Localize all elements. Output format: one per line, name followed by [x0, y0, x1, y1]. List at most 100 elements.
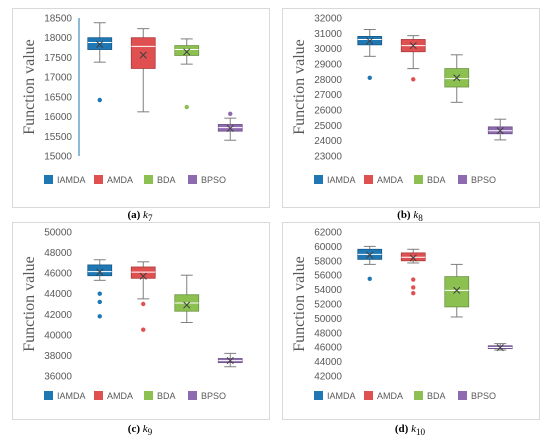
y-axis-title: Function value	[21, 256, 38, 352]
caption-d-sub: 10	[415, 427, 426, 438]
y-tick-label: 46000	[44, 269, 72, 280]
y-tick-label: 52000	[314, 300, 342, 311]
outlier-point	[411, 291, 416, 296]
box-iamda	[357, 29, 383, 81]
y-tick-label: 40000	[44, 330, 72, 341]
y-axis-ticks: 42000 44000 46000 48000 50000 52000 54000 56000…	[314, 228, 342, 383]
y-axis-title: Function value	[291, 39, 308, 135]
caption-b-var: k	[413, 209, 419, 221]
y-tick-label: 28000	[314, 75, 342, 86]
legend-swatch-bda	[144, 391, 153, 400]
caption-a-letter: (a)	[127, 209, 141, 221]
box-iqr	[444, 276, 470, 308]
y-axis-title: Function value	[291, 256, 308, 352]
caption-d: (d) k10	[310, 423, 510, 437]
box-amda	[400, 248, 426, 296]
legend-swatch-bda	[144, 175, 153, 184]
legend: IAMDA AMDA BDA BPSO	[314, 175, 496, 185]
box-amda	[130, 261, 156, 332]
legend-swatch-bpso	[458, 175, 467, 184]
caption-c-var: k	[142, 423, 148, 435]
outlier-point	[97, 291, 102, 296]
legend-swatch-bpso	[188, 175, 197, 184]
box-amda	[400, 35, 426, 82]
y-tick-label: 42000	[44, 310, 72, 321]
legend-swatch-iamda	[314, 391, 323, 400]
y-tick-label: 50000	[44, 228, 72, 239]
box-bpso	[487, 118, 513, 141]
y-tick-label: 42000	[314, 372, 342, 383]
outlier-point	[97, 299, 102, 305]
legend-swatch-iamda	[314, 175, 323, 184]
y-tick-label: 23000	[314, 152, 342, 163]
caption-c-sub: 9	[147, 427, 153, 438]
mean-marker	[96, 40, 104, 48]
chart-panel-a: 15000 15500 16000 16500 17000 17500 18000 18500…	[12, 8, 270, 208]
y-tick-label: 24000	[314, 136, 342, 147]
legend: IAMDA AMDA BDA BPSO	[44, 391, 226, 401]
caption-a-var: k	[143, 209, 148, 221]
box-iqr	[87, 264, 113, 277]
mean-marker	[366, 251, 374, 259]
chart-panel-c: 36000 38000 40000 42000 44000 46000 48000 50000…	[12, 222, 270, 420]
outlier-point	[97, 97, 102, 103]
box-iamda	[357, 245, 383, 281]
legend-label-amda: AMDA	[107, 391, 133, 401]
y-tick-label: 44000	[44, 289, 72, 300]
mean-marker	[96, 268, 104, 276]
y-tick-label: 62000	[314, 228, 342, 239]
mean-marker	[183, 48, 191, 56]
legend-label-iamda: IAMDA	[327, 175, 356, 185]
chart-panel-b: 23000 24000 25000 26000 27000 28000 29000 30000…	[282, 8, 540, 208]
legend-swatch-bda	[414, 391, 423, 400]
mean-marker	[139, 272, 147, 280]
legend-swatch-bpso	[458, 391, 467, 400]
legend-label-bpso: BPSO	[201, 175, 226, 185]
legend-label-bpso: BPSO	[201, 391, 226, 401]
legend-swatch-amda	[364, 391, 373, 400]
legend-swatch-bpso	[188, 391, 197, 400]
y-tick-label: 15500	[44, 132, 72, 143]
mean-marker	[226, 357, 234, 365]
box-plot-c: 36000 38000 40000 42000 44000 46000 48000 50000…	[12, 222, 270, 420]
y-tick-label: 18500	[44, 14, 72, 25]
y-tick-label: 32000	[314, 14, 342, 25]
box-iqr	[87, 37, 113, 50]
legend-swatch-iamda	[44, 175, 53, 184]
caption-d-letter: (d)	[394, 423, 409, 435]
outlier-point	[367, 75, 372, 81]
y-tick-label: 16500	[44, 92, 72, 103]
mean-marker	[496, 344, 504, 352]
mean-marker	[139, 51, 147, 59]
box-plot-b: 23000 24000 25000 26000 27000 28000 29000 30000…	[282, 8, 540, 208]
chart-frame	[12, 222, 270, 420]
mean-marker	[453, 286, 461, 294]
legend-label-iamda: IAMDA	[57, 391, 86, 401]
legend-swatch-amda	[94, 175, 103, 184]
caption-a: (a) k7	[40, 209, 240, 223]
box-iamda	[87, 22, 113, 103]
box-iqr	[130, 37, 156, 69]
box-bda	[174, 274, 200, 324]
box-amda	[130, 28, 156, 113]
y-tick-label: 48000	[314, 328, 342, 339]
y-tick-label: 15000	[44, 152, 72, 163]
y-tick-label: 50000	[314, 314, 342, 325]
y-tick-label: 44000	[314, 357, 342, 368]
box-iamda	[87, 259, 113, 319]
legend-label-bda: BDA	[157, 391, 176, 401]
y-tick-label: 26000	[314, 106, 342, 117]
y-tick-label: 16000	[44, 112, 72, 123]
outlier-point	[411, 285, 416, 290]
mean-marker	[366, 37, 374, 45]
legend-label-amda: AMDA	[377, 391, 403, 401]
legend-label-amda: AMDA	[107, 175, 133, 185]
box-iqr	[174, 45, 200, 56]
box-plot-a: 15000 15500 16000 16500 17000 17500 18000 18500…	[12, 8, 270, 208]
outlier-point	[411, 277, 416, 282]
mean-marker	[409, 254, 417, 262]
legend-label-bda: BDA	[427, 391, 446, 401]
legend: IAMDA AMDA BDA BPSO	[44, 175, 226, 185]
legend-label-bda: BDA	[427, 175, 446, 185]
mean-marker	[409, 42, 417, 50]
